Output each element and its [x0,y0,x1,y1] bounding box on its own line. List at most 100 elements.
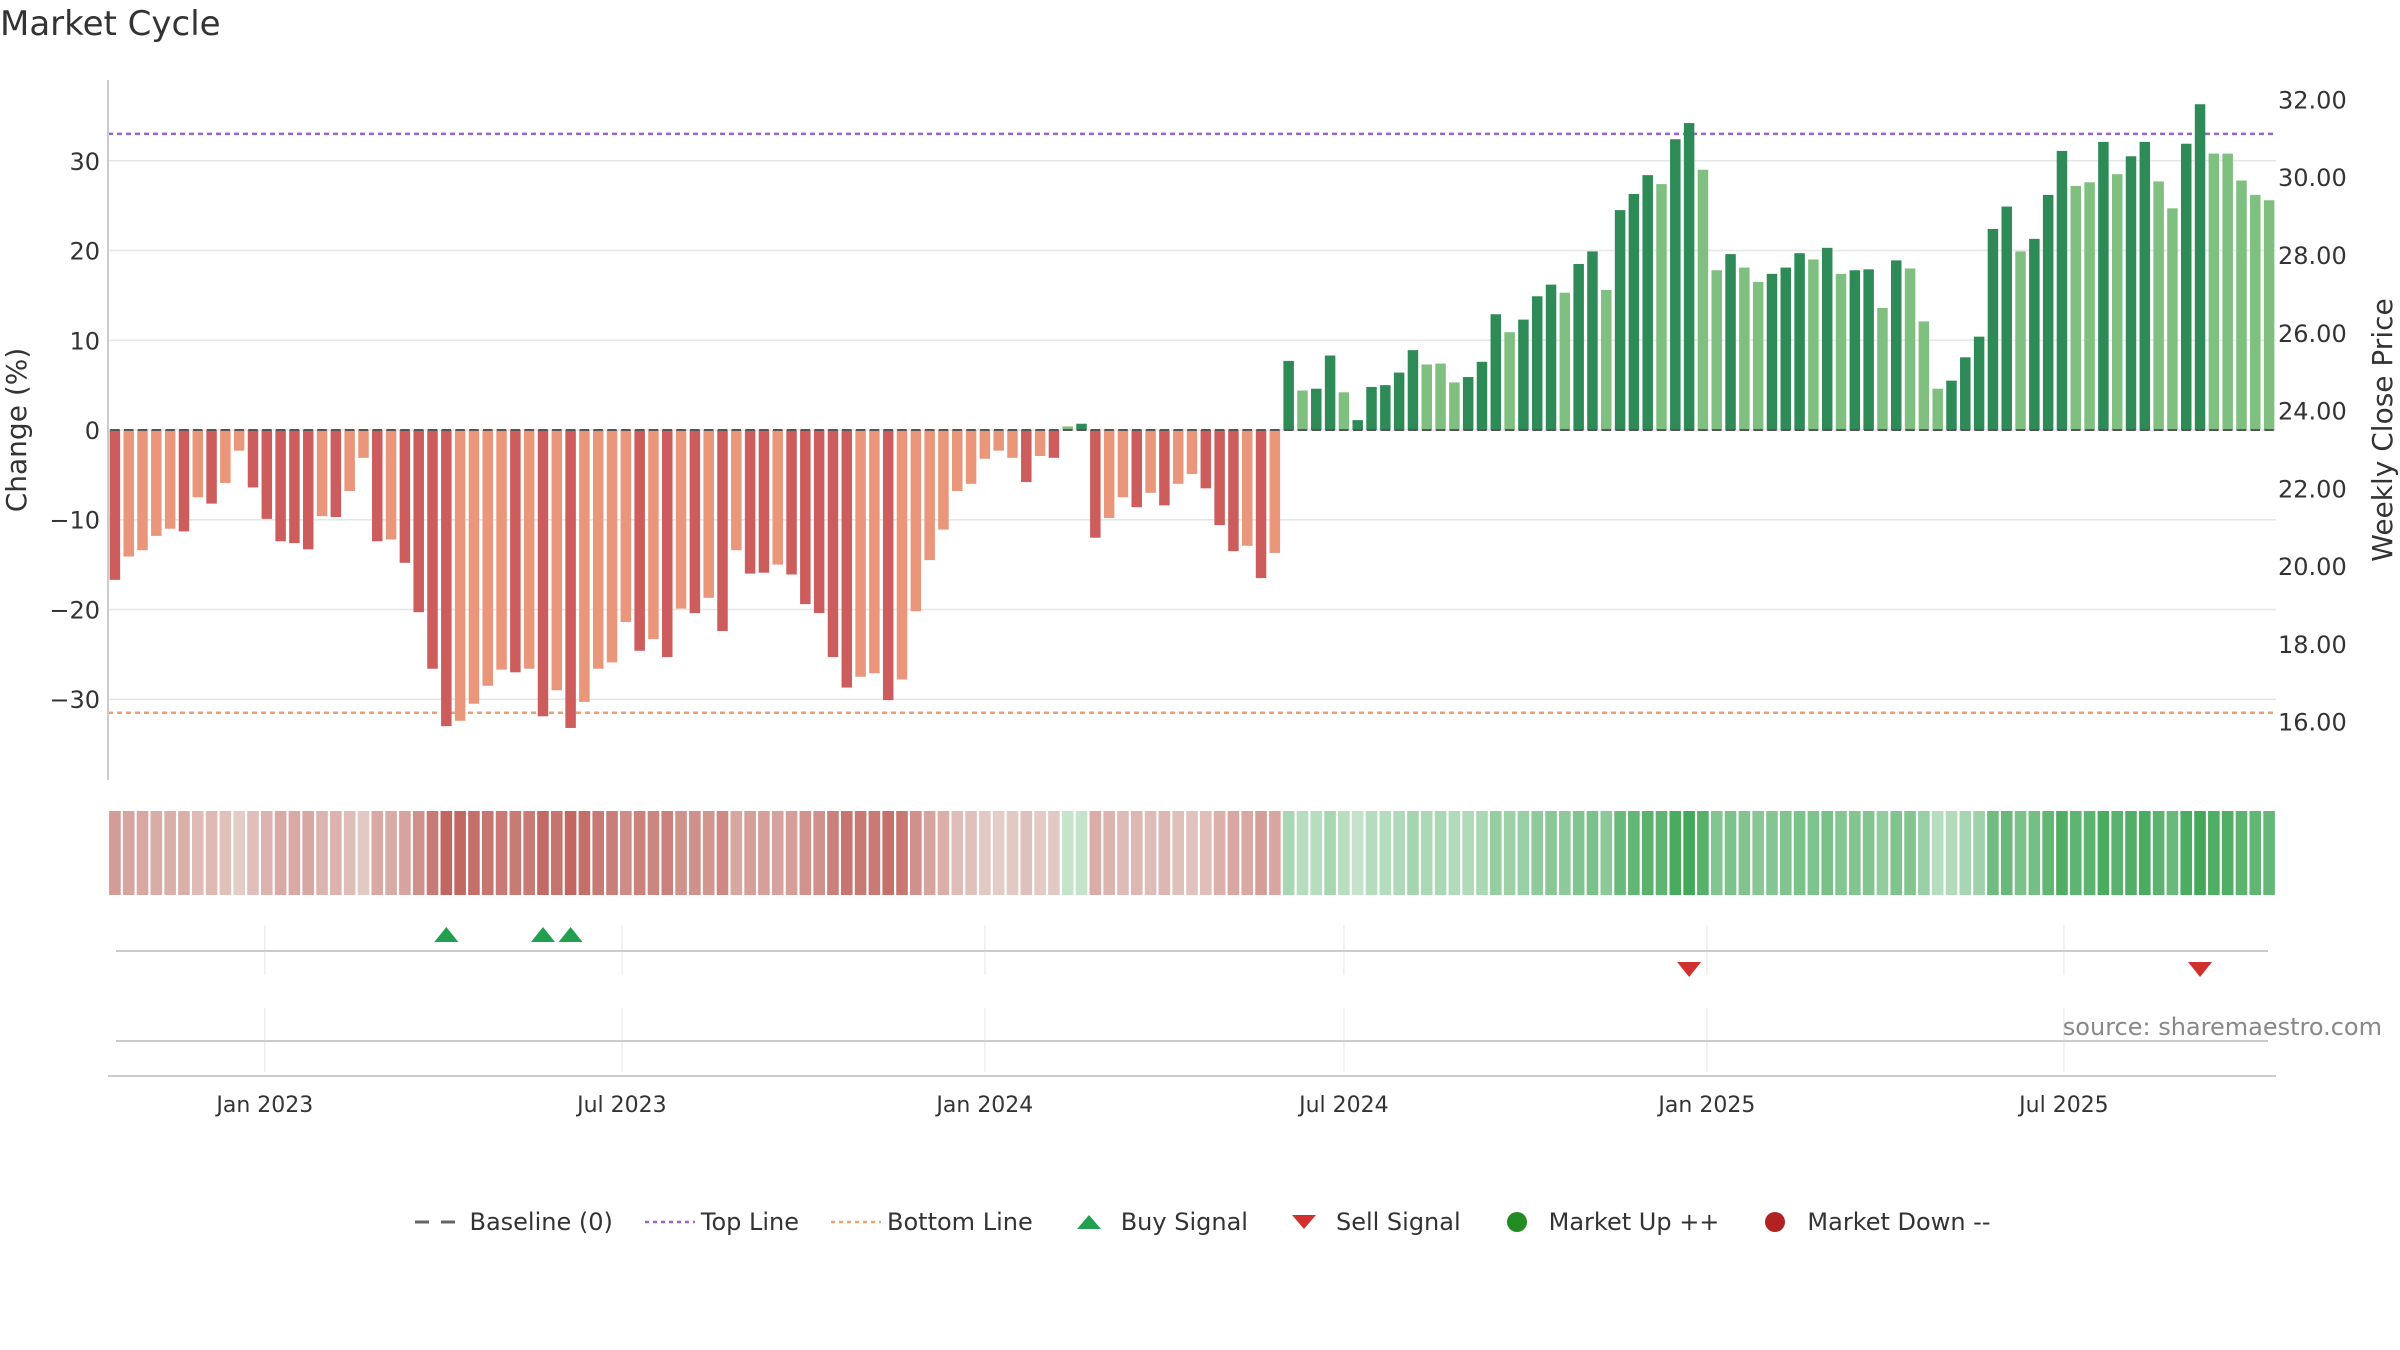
bar [123,430,134,557]
bar [1297,390,1308,430]
bar [344,430,355,492]
x-tick-label: Jan 2023 [214,1093,313,1118]
y-tick-label: −30 [49,686,100,714]
heat-cell [1061,811,1074,895]
bar-series [109,104,2275,728]
bar [993,430,1004,451]
legend-item: Sell Signal [1276,1208,1461,1236]
heat-cell [1144,811,1157,895]
y-tick-label: 30 [69,148,100,176]
heat-cell [1034,811,1046,895]
heat-cell [261,811,273,895]
bar [1531,296,1543,430]
heat-cell [1807,811,1820,895]
heat-cell [2235,811,2248,895]
bar [1614,210,1626,430]
bar [1241,430,1253,546]
heat-cell [840,811,853,895]
heat-cell [771,811,784,895]
heat-cell [219,811,232,895]
heat-cell [716,811,729,895]
heat-cell [965,811,977,895]
bar [1048,430,1060,458]
heat-cell [1752,811,1764,895]
heat-cell [1862,811,1875,895]
bar [1987,228,1999,430]
bar [1808,259,1819,430]
heat-cell [2152,811,2165,895]
heat-cell [1020,811,1033,895]
heat-cell [1241,811,1254,895]
heat-cell [689,811,701,895]
bar [1352,420,1363,430]
bar [1407,350,1419,430]
heat-cell [1931,811,1944,895]
heat-cell [274,811,287,895]
bar [1021,430,1032,483]
heat-cell [2111,811,2123,895]
bar [427,430,438,669]
legend-label: Baseline (0) [469,1208,613,1236]
heat-cell [1407,811,1419,895]
bar [109,430,121,580]
x-tick-label: Jan 2025 [1656,1093,1755,1118]
bar [910,430,922,612]
bar [137,430,148,551]
bar [316,430,328,517]
heat-cell [1255,811,1267,895]
heat-cell [1600,811,1613,895]
bar [2153,181,2164,430]
heat-cell [1324,811,1336,895]
bar [1587,251,1598,430]
heat-cell [1227,811,1240,895]
bar [786,430,797,575]
bar [1752,281,1764,430]
heat-cell [2221,811,2234,895]
y2-tick-label: 18.00 [2278,631,2347,659]
heat-cell [1904,811,1916,895]
heat-cell [1973,811,1985,895]
heat-cell [1586,811,1599,895]
legend-label: Market Up ++ [1548,1208,1720,1236]
heat-cell [1531,811,1544,895]
y-tick-label: −20 [49,596,100,624]
bar [523,430,535,669]
bar [2222,153,2233,431]
bar [2250,194,2261,430]
bar [206,430,217,504]
heat-cell [620,811,632,895]
bar [454,430,466,721]
legend: Baseline (0) Top Line Bottom Line Buy Signa… [0,1208,2400,1236]
heat-cell [1683,811,1695,895]
y-tick-label: 20 [69,238,100,266]
heat-cell [316,811,328,895]
heat-cell [702,811,715,895]
heat-cell [744,811,756,895]
heat-cell [1945,811,1958,895]
bar [813,430,825,614]
heat-cell [1641,811,1654,895]
legend-symbol [1291,1215,1316,1229]
heat-cell [1048,811,1060,895]
heat-cell [191,811,204,895]
heat-cell [937,811,950,895]
heat-cell [1200,811,1212,895]
heat-cell [1379,811,1392,895]
bar [2001,206,2012,430]
y2-tick-label: 26.00 [2278,320,2347,348]
bar [1255,430,1267,579]
bar [1780,267,1792,430]
bar [1821,247,1833,430]
heat-cell [523,811,535,895]
y-axis-label: Change (%) [0,348,33,513]
heat-cell [1351,811,1364,895]
bar [551,430,563,691]
heat-cell [647,811,660,895]
bar [1725,254,1736,430]
bar [1324,355,1336,430]
heat-cell [1738,811,1751,895]
bar [1683,123,1695,431]
bar [1518,319,1529,430]
bar [2167,208,2178,430]
bar [1559,292,1571,430]
